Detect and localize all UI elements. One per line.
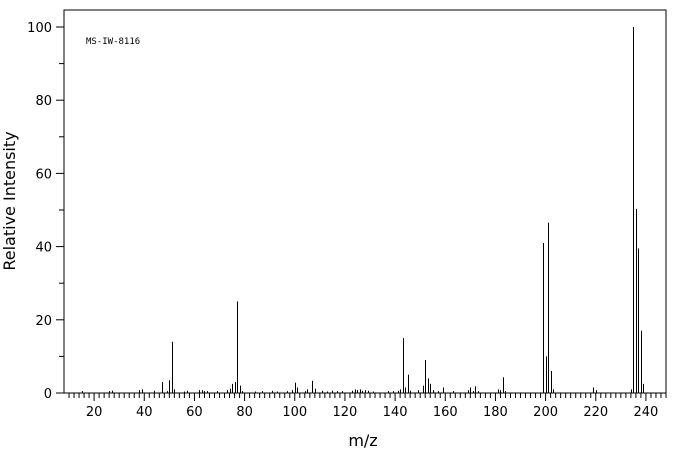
y-tick-label: 60 [35, 167, 52, 182]
x-tick-label: 180 [483, 405, 508, 420]
x-tick-label: 20 [86, 405, 103, 420]
spectrum-peaks [82, 27, 644, 393]
x-tick-label: 40 [136, 405, 153, 420]
y-axis-ticks: 0 20 40 60 80 100 [27, 21, 64, 402]
x-tick-label: 220 [583, 405, 608, 420]
plot-frame [63, 9, 667, 394]
x-tick-label: 80 [236, 405, 253, 420]
y-tick-label: 100 [27, 21, 52, 36]
x-tick-label: 200 [533, 405, 558, 420]
x-tick-label: 140 [383, 405, 408, 420]
y-tick-label: 40 [35, 241, 52, 256]
x-axis-ticks: 20 40 60 80 100 120 140 160 180 200 220 240 [68, 393, 667, 420]
x-tick-label: 160 [433, 405, 458, 420]
y-axis-label: Relative Intensity [0, 131, 19, 270]
y-tick-label: 20 [35, 314, 52, 329]
y-tick-label: 0 [44, 387, 52, 402]
x-tick-label: 240 [634, 405, 659, 420]
x-axis-label: m/z [348, 431, 377, 450]
y-tick-label: 80 [35, 94, 52, 109]
x-tick-label: 100 [282, 405, 307, 420]
x-tick-label: 60 [186, 405, 203, 420]
spectrum-id-annotation: MS-IW-8116 [86, 37, 140, 47]
x-tick-label: 120 [333, 405, 358, 420]
